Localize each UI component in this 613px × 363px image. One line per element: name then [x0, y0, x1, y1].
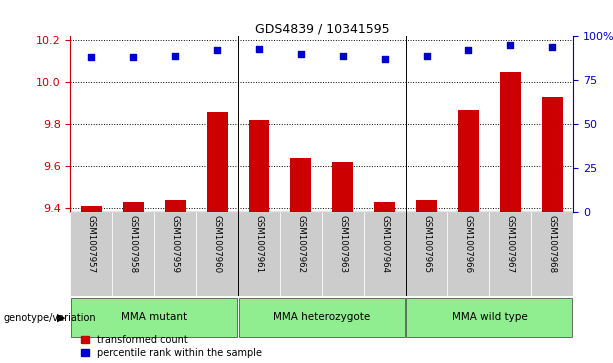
- Bar: [332, 162, 353, 212]
- Bar: [71, 298, 237, 337]
- Point: [296, 51, 306, 57]
- Point: [212, 48, 222, 53]
- Point: [505, 42, 515, 48]
- Bar: [196, 212, 238, 296]
- Point: [338, 53, 348, 58]
- Bar: [531, 212, 573, 296]
- Bar: [458, 110, 479, 212]
- Text: MMA wild type: MMA wild type: [452, 312, 527, 322]
- Text: GSM1007959: GSM1007959: [170, 215, 180, 273]
- Bar: [207, 112, 227, 212]
- Point: [422, 53, 432, 58]
- Bar: [248, 120, 270, 212]
- Text: GSM1007966: GSM1007966: [464, 215, 473, 273]
- Bar: [364, 212, 406, 296]
- Bar: [322, 212, 364, 296]
- Bar: [238, 212, 280, 296]
- Bar: [374, 202, 395, 212]
- Text: GSM1007963: GSM1007963: [338, 215, 348, 273]
- Bar: [489, 212, 531, 296]
- Bar: [165, 200, 186, 212]
- Bar: [239, 298, 405, 337]
- Text: MMA heterozygote: MMA heterozygote: [273, 312, 370, 322]
- Text: genotype/variation: genotype/variation: [3, 313, 96, 323]
- Text: GSM1007965: GSM1007965: [422, 215, 431, 273]
- Bar: [280, 212, 322, 296]
- Bar: [112, 212, 154, 296]
- Bar: [154, 212, 196, 296]
- Text: GSM1007960: GSM1007960: [213, 215, 222, 273]
- Text: GSM1007967: GSM1007967: [506, 215, 515, 273]
- Bar: [81, 206, 102, 212]
- Title: GDS4839 / 10341595: GDS4839 / 10341595: [254, 22, 389, 35]
- Bar: [123, 202, 144, 212]
- Bar: [542, 97, 563, 212]
- Bar: [406, 298, 573, 337]
- Text: GSM1007958: GSM1007958: [129, 215, 138, 273]
- Text: GSM1007957: GSM1007957: [87, 215, 96, 273]
- Point: [129, 54, 139, 60]
- Text: GSM1007964: GSM1007964: [380, 215, 389, 273]
- Bar: [416, 200, 437, 212]
- Bar: [500, 72, 521, 212]
- Point: [170, 53, 180, 58]
- Bar: [406, 212, 447, 296]
- Point: [380, 56, 390, 62]
- Bar: [70, 212, 112, 296]
- Point: [463, 48, 473, 53]
- Text: GSM1007961: GSM1007961: [254, 215, 264, 273]
- Text: GSM1007968: GSM1007968: [547, 215, 557, 273]
- Point: [86, 54, 96, 60]
- Text: MMA mutant: MMA mutant: [121, 312, 188, 322]
- Text: GSM1007962: GSM1007962: [296, 215, 305, 273]
- Bar: [447, 212, 489, 296]
- Point: [547, 44, 557, 50]
- Text: ▶: ▶: [57, 313, 66, 323]
- Point: [254, 46, 264, 52]
- Legend: transformed count, percentile rank within the sample: transformed count, percentile rank withi…: [82, 335, 262, 358]
- Bar: [291, 158, 311, 212]
